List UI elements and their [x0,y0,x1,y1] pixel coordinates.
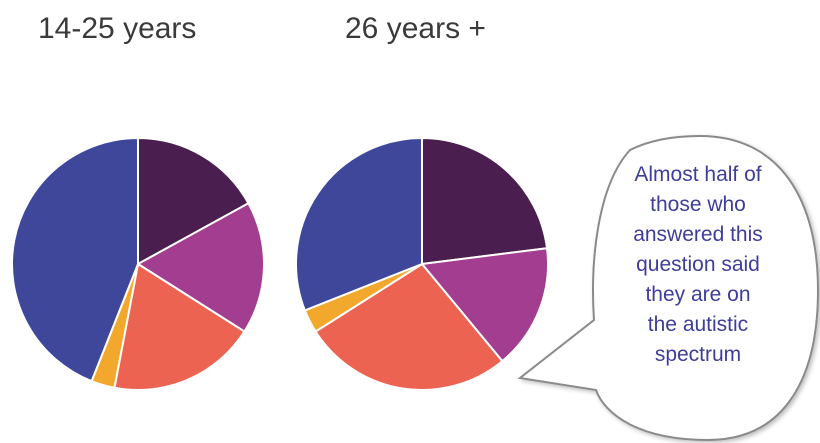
pie-slice [137,136,250,266]
pie-slice [314,262,504,391]
callout-line: those who [650,193,746,216]
speech-bubble [517,134,820,442]
callout-line: spectrum [654,343,742,366]
pie-slice [136,201,265,333]
pie-slice [113,262,246,391]
callout-line: the autistic [647,313,749,336]
callout-line: question said [636,253,760,276]
pie-slice [420,247,549,363]
pie-slice [11,136,139,383]
pie-14-25-years [11,136,265,391]
callout-line: they are on [645,283,751,306]
pie-26-years-plus [295,136,549,391]
chart-title-26-plus: 26 years + [345,12,486,45]
pie-slice [295,136,423,312]
callout-text: Almost half of those who answered this q… [598,160,798,370]
callout-line: answered this [633,223,763,246]
chart-title-14-25: 14-25 years [38,12,197,45]
pie-slice [421,136,549,266]
callout-line: Almost half of [634,163,762,186]
